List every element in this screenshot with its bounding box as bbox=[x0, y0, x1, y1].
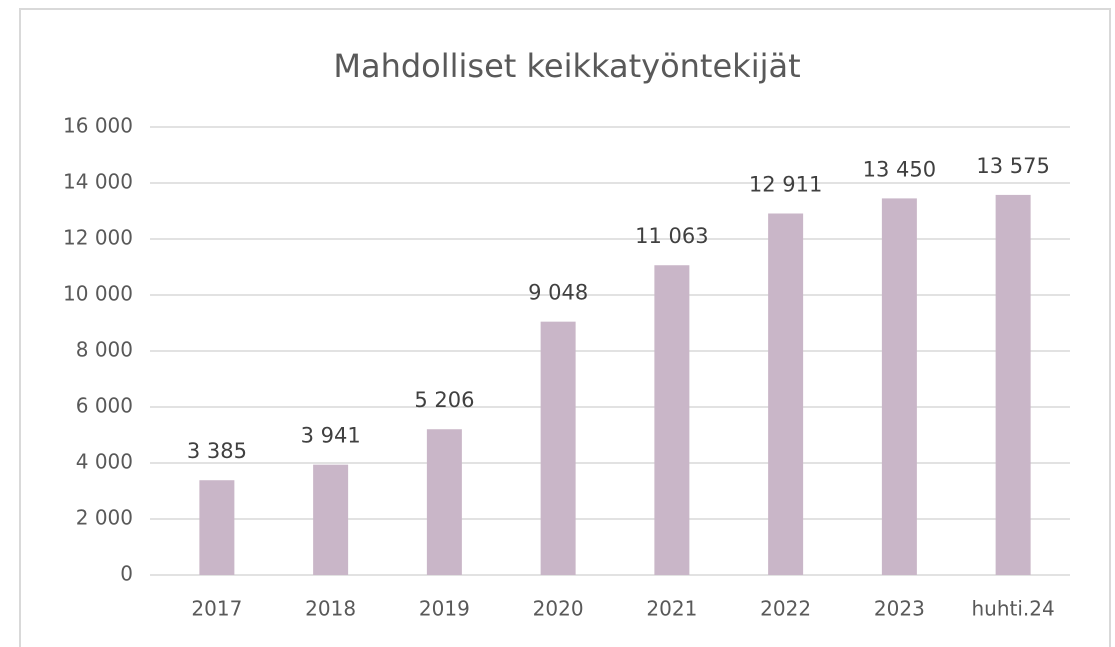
x-tick-label: 2023 bbox=[874, 597, 925, 621]
y-tick-label: 14 000 bbox=[63, 170, 133, 194]
y-tick-label: 8 000 bbox=[76, 338, 133, 362]
bar bbox=[881, 198, 917, 575]
bar bbox=[199, 480, 235, 575]
data-label: 13 450 bbox=[863, 157, 936, 181]
x-tick-label: 2020 bbox=[533, 597, 584, 621]
x-tick-label: 2021 bbox=[646, 597, 697, 621]
data-label: 9 048 bbox=[528, 281, 588, 305]
y-tick-label: 12 000 bbox=[63, 226, 133, 250]
x-tick-label: 2017 bbox=[191, 597, 242, 621]
data-label: 13 575 bbox=[976, 154, 1049, 178]
bar bbox=[654, 265, 690, 575]
chart-title: Mahdolliset keikkatyöntekijät bbox=[333, 47, 800, 85]
y-tick-label: 6 000 bbox=[76, 394, 133, 418]
bar bbox=[313, 464, 349, 575]
y-tick-label: 0 bbox=[120, 562, 133, 586]
bar bbox=[995, 194, 1031, 575]
y-tick-label: 2 000 bbox=[76, 506, 133, 530]
y-tick-label: 16 000 bbox=[63, 114, 133, 138]
data-label: 12 911 bbox=[749, 172, 822, 196]
y-tick-label: 10 000 bbox=[63, 282, 133, 306]
bar bbox=[426, 429, 462, 575]
x-tick-label: 2018 bbox=[305, 597, 356, 621]
data-label: 3 941 bbox=[301, 424, 361, 448]
data-label: 3 385 bbox=[187, 439, 247, 463]
data-label: 11 063 bbox=[635, 224, 708, 248]
bar bbox=[540, 321, 576, 575]
y-tick-label: 4 000 bbox=[76, 450, 133, 474]
x-tick-label: 2019 bbox=[419, 597, 470, 621]
x-tick-label: 2022 bbox=[760, 597, 811, 621]
bar bbox=[768, 213, 804, 575]
data-label: 5 206 bbox=[414, 388, 474, 412]
x-tick-label: huhti.24 bbox=[972, 597, 1055, 621]
